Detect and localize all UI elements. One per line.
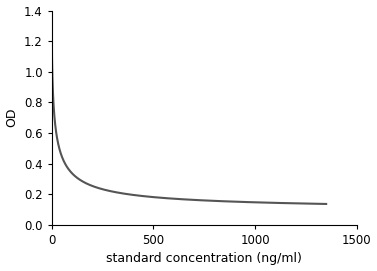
Y-axis label: OD: OD [6, 108, 18, 127]
X-axis label: standard concentration (ng/ml): standard concentration (ng/ml) [106, 253, 302, 265]
